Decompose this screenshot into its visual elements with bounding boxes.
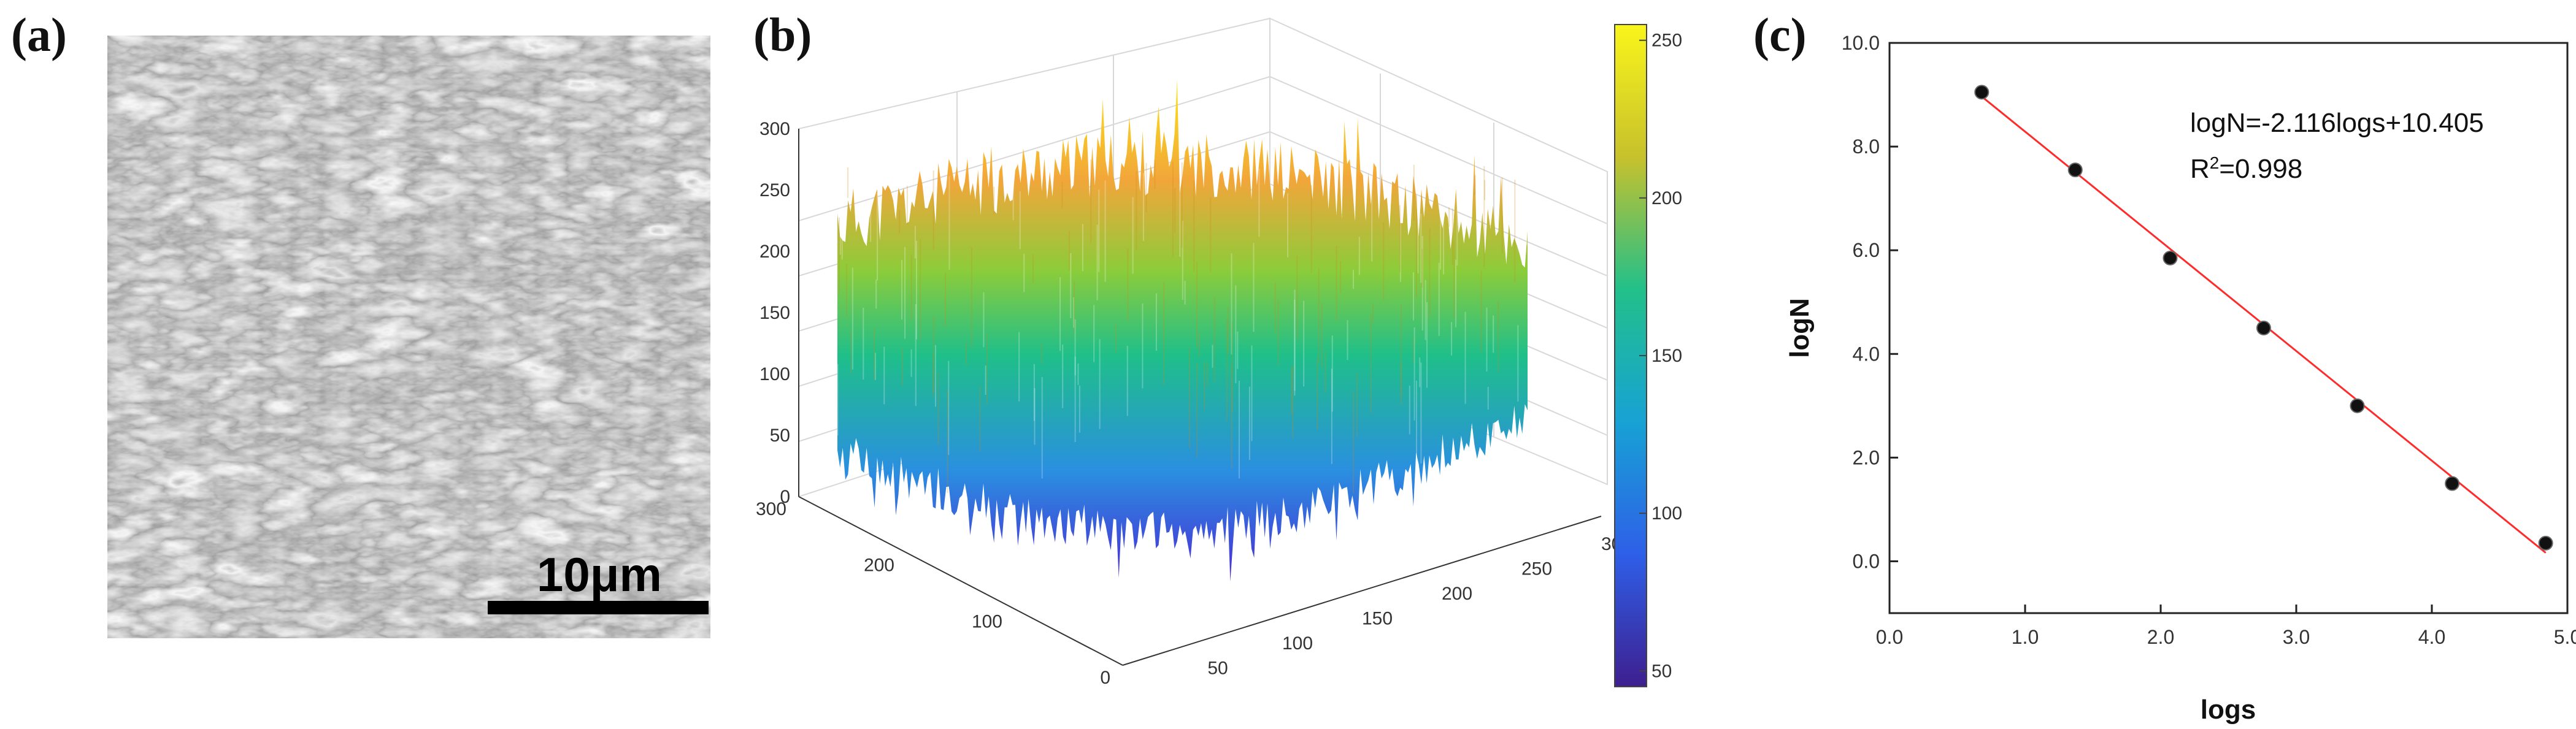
x-tick-label: 1.0 (2012, 626, 2039, 648)
z-tick-label: 50 (770, 426, 790, 446)
colorbar-tick-label: 50 (1651, 661, 1672, 681)
y-tick-label: 2.0 (1853, 446, 1880, 468)
data-point (2445, 476, 2460, 491)
y-tick-label: 4.0 (1853, 343, 1880, 365)
x-tick-label: 150 (1362, 609, 1393, 629)
x-tick-label: 100 (1282, 633, 1313, 654)
x-tick-label: 50 (1207, 658, 1228, 679)
x-axis-label: logs (2201, 695, 2256, 725)
y-tick-label: 6.0 (1853, 239, 1880, 261)
fractal-fit-plot: 0.0 2.0 4.0 6.0 8.0 10.0 0.0 1.0 2.0 3.0 4.0 5.0 l… (1785, 32, 2576, 725)
z-tick-label: 150 (759, 303, 790, 323)
x-tick-label: 3.0 (2283, 626, 2310, 648)
plot-frame (1888, 42, 2569, 614)
data-point (2350, 398, 2365, 413)
z-tick-label: 300 (759, 119, 790, 139)
fit-r-squared: R2=0.998 (2190, 153, 2302, 185)
surface-mesh (837, 80, 1528, 582)
data-point (2163, 250, 2178, 265)
data-point (2067, 162, 2083, 178)
colorbar-tick-label: 200 (1651, 188, 1682, 208)
sem-micrograph: 10μm (107, 36, 710, 638)
data-point (2538, 535, 2553, 551)
x-tick-label: 200 (1442, 584, 1472, 604)
axes-lines (798, 129, 1602, 666)
colorbar-tick-label: 250 (1651, 31, 1682, 51)
y-tick-label: 100 (972, 611, 1002, 632)
y-tick-label: 0 (1100, 668, 1110, 688)
data-point (1974, 85, 1990, 100)
x-tick-label: 0.0 (1876, 626, 1903, 648)
z-tick-label: 250 (759, 180, 790, 200)
z-tick-label: 200 (759, 242, 790, 262)
panel-label-b: (b) (753, 8, 812, 61)
y-tick-label: 0.0 (1853, 550, 1880, 572)
x-tick-label: 2.0 (2147, 626, 2174, 648)
y-tick-label: 300 (756, 499, 786, 519)
z-tick-label: 0 (780, 487, 790, 507)
scale-bar-label: 10μm (537, 548, 662, 601)
colorbar-tick-label: 150 (1651, 346, 1682, 366)
colorbar-tick-label: 100 (1651, 503, 1682, 524)
surface-plot-3d: 0 50 100 150 200 250 300 0 100 200 300 50 100 150 20… (756, 17, 1682, 688)
y-tick-label: 200 (864, 555, 894, 576)
x-tick-label: 5.0 (2554, 626, 2576, 648)
data-point (2256, 321, 2271, 335)
y-axis-label: logN (1785, 298, 1815, 358)
fit-equation: logN=-2.116logs+10.405 (2190, 108, 2484, 138)
y-tick-label: 10.0 (1842, 32, 1880, 54)
panel-label-a: (a) (11, 8, 67, 61)
x-tick-label: 4.0 (2418, 626, 2445, 648)
panel-label-c: (c) (1753, 8, 1807, 61)
scale-bar (488, 601, 709, 614)
z-tick-label: 100 (759, 364, 790, 384)
surface-fill (837, 80, 1528, 582)
y-tick-label: 8.0 (1853, 135, 1880, 158)
x-tick-label: 250 (1521, 559, 1552, 579)
